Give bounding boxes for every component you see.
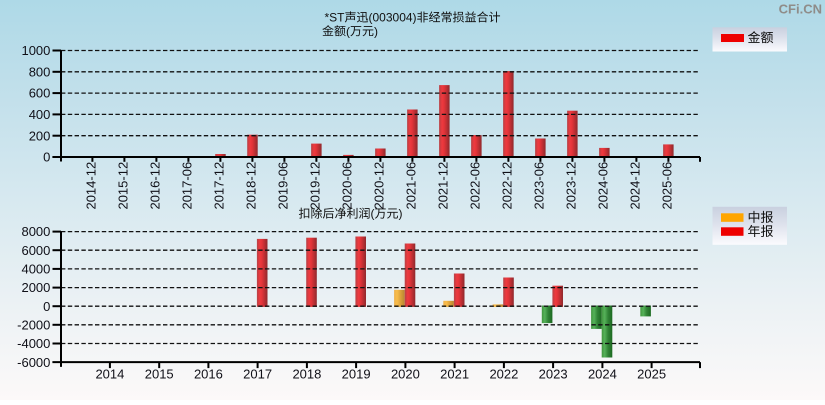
svg-text:2014-12: 2014-12 bbox=[84, 162, 99, 210]
svg-text:4000: 4000 bbox=[21, 262, 50, 277]
svg-text:2017-12: 2017-12 bbox=[212, 162, 227, 210]
svg-text:2022: 2022 bbox=[489, 367, 518, 382]
svg-text:2020-12: 2020-12 bbox=[372, 162, 387, 210]
svg-text:2014: 2014 bbox=[95, 367, 124, 382]
svg-text:200: 200 bbox=[29, 128, 51, 143]
svg-text:-6000: -6000 bbox=[17, 355, 50, 370]
svg-text:2016: 2016 bbox=[194, 367, 223, 382]
svg-text:2024: 2024 bbox=[588, 367, 617, 382]
svg-text:2017-06: 2017-06 bbox=[180, 162, 195, 210]
svg-text:): ) bbox=[374, 24, 378, 38]
svg-text:2023-12: 2023-12 bbox=[564, 162, 579, 210]
svg-text:2020: 2020 bbox=[391, 367, 420, 382]
svg-text:400: 400 bbox=[29, 107, 51, 122]
svg-text:2023: 2023 bbox=[539, 367, 568, 382]
svg-text:2021-12: 2021-12 bbox=[436, 162, 451, 210]
svg-text:-4000: -4000 bbox=[17, 336, 50, 351]
svg-text:2000: 2000 bbox=[21, 280, 50, 295]
svg-text:2017: 2017 bbox=[243, 367, 272, 382]
svg-text:(: ( bbox=[371, 207, 375, 221]
svg-text:2022-06: 2022-06 bbox=[468, 162, 483, 210]
svg-text:2025: 2025 bbox=[637, 367, 666, 382]
svg-text:(: ( bbox=[346, 24, 350, 38]
svg-text:0: 0 bbox=[43, 299, 50, 314]
svg-text:2020-06: 2020-06 bbox=[340, 162, 355, 210]
svg-text:2021: 2021 bbox=[440, 367, 469, 382]
svg-text:800: 800 bbox=[29, 64, 51, 79]
svg-text:8000: 8000 bbox=[21, 224, 50, 239]
svg-text:2025-06: 2025-06 bbox=[660, 162, 675, 210]
svg-text:(003004): (003004) bbox=[369, 11, 417, 25]
svg-text:2016-12: 2016-12 bbox=[148, 162, 163, 210]
svg-text:2019-12: 2019-12 bbox=[308, 162, 323, 210]
svg-text:CFi.CN: CFi.CN bbox=[779, 2, 822, 17]
svg-text:2024-06: 2024-06 bbox=[596, 162, 611, 210]
svg-text:2021-06: 2021-06 bbox=[404, 162, 419, 210]
svg-text:2023-06: 2023-06 bbox=[532, 162, 547, 210]
svg-text:2022-12: 2022-12 bbox=[500, 162, 515, 210]
svg-text:600: 600 bbox=[29, 86, 51, 101]
svg-text:6000: 6000 bbox=[21, 243, 50, 258]
svg-text:2018-12: 2018-12 bbox=[244, 162, 259, 210]
svg-text:-2000: -2000 bbox=[17, 317, 50, 332]
svg-text:2019-06: 2019-06 bbox=[276, 162, 291, 210]
svg-text:1000: 1000 bbox=[21, 43, 50, 58]
svg-text:): ) bbox=[399, 207, 403, 221]
svg-text:2024-12: 2024-12 bbox=[628, 162, 643, 210]
svg-text:2018: 2018 bbox=[292, 367, 321, 382]
svg-text:0: 0 bbox=[43, 150, 50, 165]
svg-text:2015-12: 2015-12 bbox=[116, 162, 131, 210]
svg-text:2015: 2015 bbox=[145, 367, 174, 382]
svg-text:2019: 2019 bbox=[342, 367, 371, 382]
svg-text:*ST: *ST bbox=[325, 11, 346, 25]
